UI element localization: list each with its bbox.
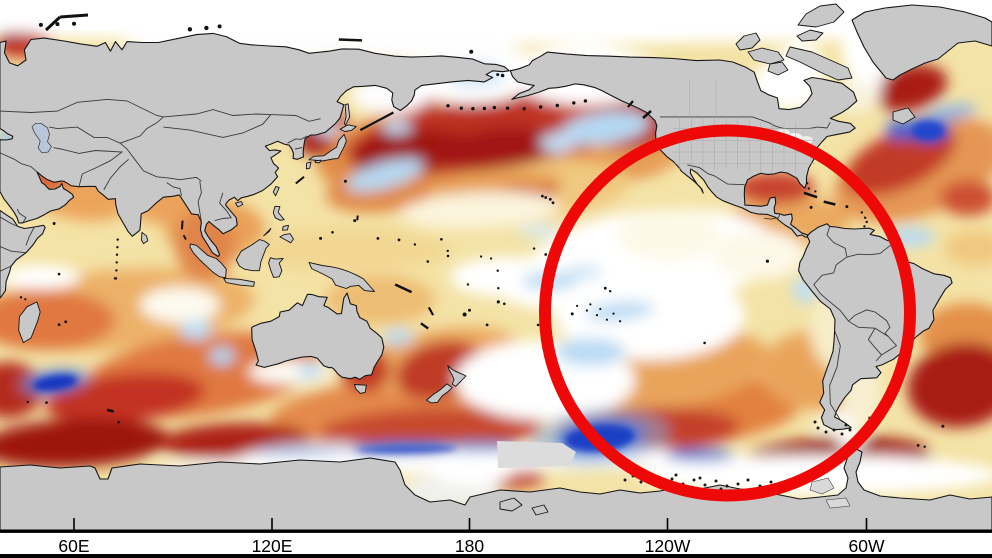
svg-text:180: 180 bbox=[455, 536, 484, 556]
svg-text:120W: 120W bbox=[645, 536, 691, 556]
svg-text:60E: 60E bbox=[58, 536, 89, 556]
svg-text:120E: 120E bbox=[252, 536, 293, 556]
svg-text:60W: 60W bbox=[849, 536, 885, 556]
